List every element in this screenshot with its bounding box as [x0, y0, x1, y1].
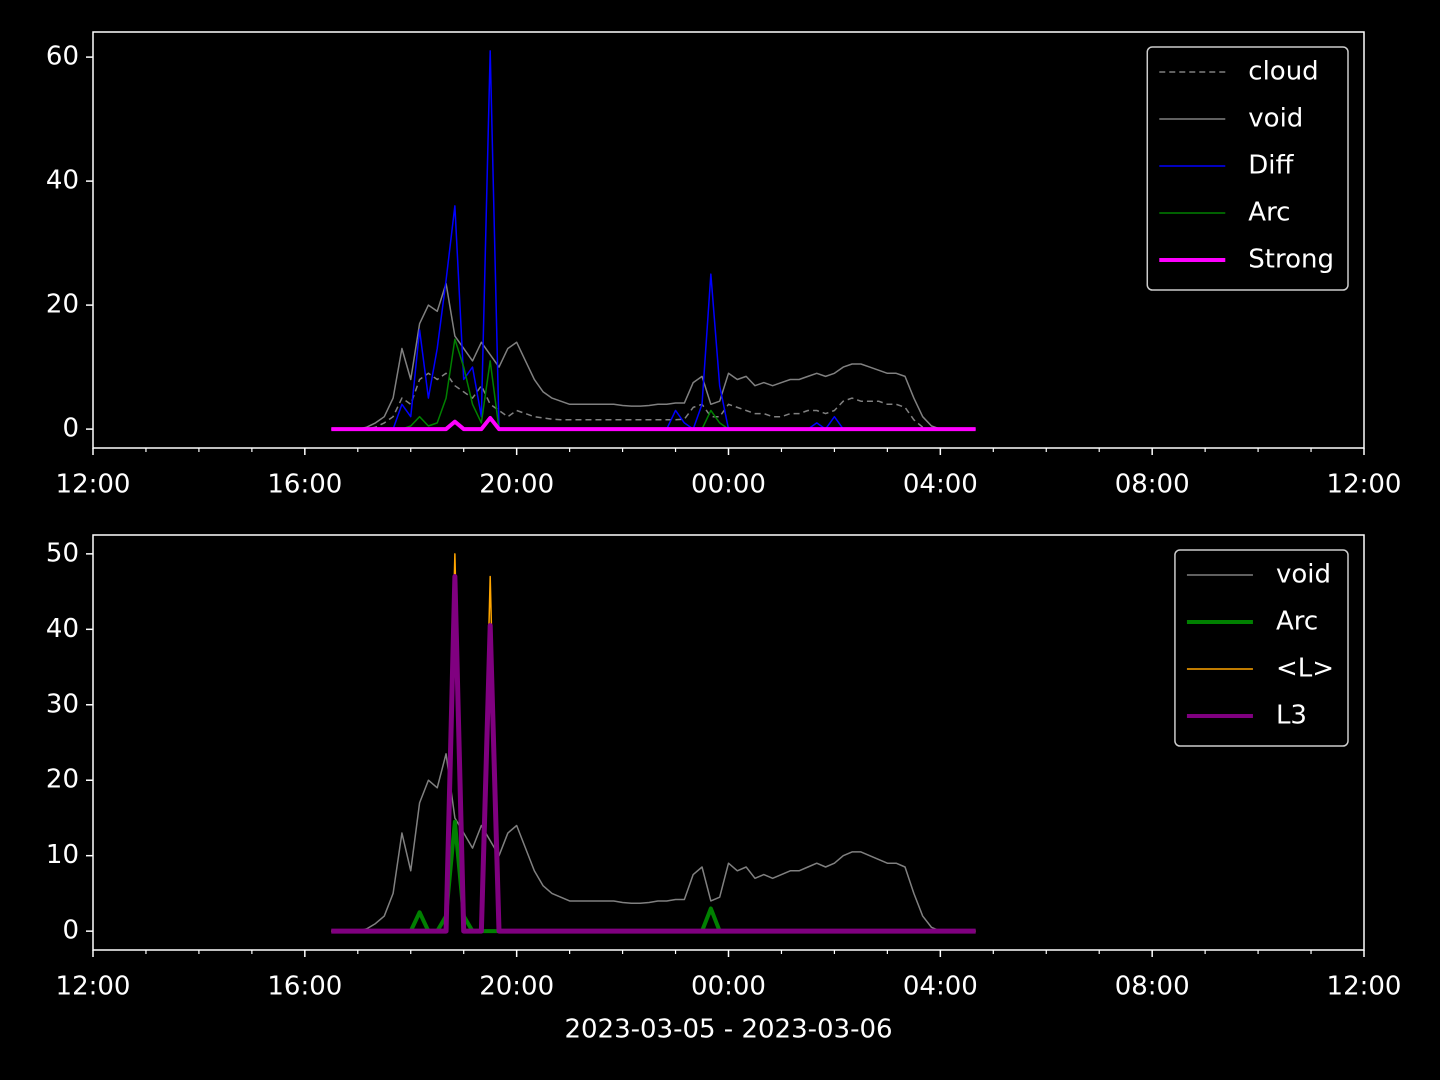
- series-line: [331, 753, 976, 932]
- y-tick-label: 20: [46, 765, 79, 795]
- x-tick-label: 16:00: [267, 470, 342, 500]
- y-tick-label: 30: [46, 689, 79, 719]
- axes-frame: [92, 31, 1365, 449]
- legend: void Arc <L> L3: [1174, 549, 1349, 747]
- x-tick-label: 04:00: [903, 470, 978, 500]
- legend-label: Arc: [1248, 198, 1290, 228]
- y-tick-label: 40: [46, 614, 79, 644]
- legend-label: Strong: [1248, 245, 1334, 275]
- x-tick-label: 00:00: [691, 972, 766, 1002]
- x-tick-label: 12:00: [1327, 972, 1402, 1002]
- legend: cloud void Diff Arc Strong: [1146, 46, 1349, 291]
- x-tick-label: 00:00: [691, 470, 766, 500]
- y-tick-label: 10: [46, 840, 79, 870]
- x-tick-label: 12:00: [1327, 470, 1402, 500]
- legend-label: cloud: [1248, 57, 1318, 87]
- y-tick-label: 20: [46, 290, 79, 320]
- x-tick-label: 08:00: [1115, 972, 1190, 1002]
- series-line: [331, 574, 976, 934]
- legend-label: <L>: [1276, 654, 1334, 684]
- legend-label: Diff: [1248, 151, 1294, 181]
- x-tick-label: 20:00: [479, 470, 554, 500]
- x-tick-label: 12:00: [56, 470, 131, 500]
- legend-label: void: [1248, 104, 1303, 134]
- x-axis-label: 2023-03-05 - 2023-03-06: [564, 1015, 892, 1045]
- series-line: [331, 282, 976, 430]
- y-tick-label: 40: [46, 166, 79, 196]
- y-tick-label: 0: [62, 916, 79, 946]
- y-tick-label: 0: [62, 414, 79, 444]
- x-tick-label: 08:00: [1115, 470, 1190, 500]
- x-tick-label: 16:00: [267, 972, 342, 1002]
- x-tick-label: 12:00: [56, 972, 131, 1002]
- axes-frame: [92, 534, 1365, 951]
- x-tick-label: 04:00: [903, 972, 978, 1002]
- x-tick-label: 20:00: [479, 972, 554, 1002]
- y-tick-label: 60: [46, 42, 79, 72]
- y-tick-label: 50: [46, 538, 79, 568]
- legend-box: [1174, 549, 1349, 747]
- legend-label: void: [1276, 560, 1331, 590]
- series-line: [331, 372, 976, 430]
- series-line: [331, 415, 976, 432]
- legend-label: Arc: [1276, 607, 1318, 637]
- legend-box: [1146, 46, 1349, 291]
- legend-label: L3: [1276, 701, 1307, 731]
